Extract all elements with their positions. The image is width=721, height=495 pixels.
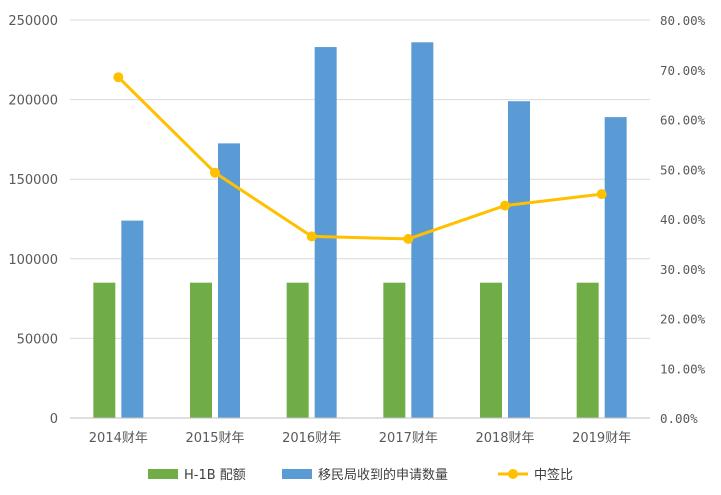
line-series — [113, 72, 607, 244]
right-tick-label: 60.00% — [660, 113, 706, 128]
right-tick-label: 70.00% — [660, 63, 706, 78]
right-tick-label: 10.00% — [660, 361, 706, 376]
right-y-axis: 0.00% 10.00% 20.00% 30.00% 40.00% 50.00% 60.00… — [660, 13, 706, 426]
bar-applications — [121, 220, 144, 418]
x-tick-label: 2019财年 — [572, 431, 631, 446]
left-y-axis: 0 50000 100000 150000 200000 250000 — [8, 14, 58, 427]
ratio-point — [306, 231, 317, 242]
x-tick-label: 2017财年 — [379, 431, 438, 446]
ratio-point — [210, 167, 220, 178]
right-tick-label: 40.00% — [660, 212, 706, 227]
bar-series — [93, 42, 627, 419]
left-tick-label: 50000 — [17, 332, 58, 347]
x-tick-label: 2018财年 — [475, 431, 534, 446]
bar-applications — [314, 47, 337, 419]
x-axis: 2014财年 2015财年 2016财年 2017财年 2018财年 2019财年 — [70, 417, 650, 446]
legend-swatch-marker — [508, 469, 518, 479]
left-tick-label: 250000 — [8, 14, 58, 29]
x-tick-label: 2016财年 — [282, 431, 341, 446]
left-tick-label: 0 — [50, 412, 58, 427]
legend-swatch — [282, 469, 312, 479]
gridlines — [70, 19, 650, 339]
ratio-point — [113, 72, 124, 83]
x-tick-label: 2015财年 — [185, 431, 244, 446]
ratio-point — [596, 189, 607, 200]
bar-applications — [508, 101, 530, 418]
ratio-line — [117, 76, 602, 241]
bar-quota — [383, 282, 406, 418]
right-tick-label: 80.00% — [660, 13, 706, 28]
left-tick-label: 200000 — [8, 94, 58, 109]
bar-quota — [93, 282, 116, 418]
left-tick-label: 150000 — [8, 173, 58, 188]
legend-swatch — [148, 469, 178, 479]
legend-label: H-1B 配额 — [184, 468, 246, 483]
legend: H-1B 配额 移民局收到的申请数量 中签比 — [148, 467, 573, 483]
bar-applications — [218, 143, 240, 418]
x-tick-label: 2014财年 — [89, 431, 148, 446]
legend-label: 中签比 — [534, 467, 573, 483]
bar-applications — [411, 42, 434, 419]
bar-quota — [190, 282, 212, 418]
ratio-point — [403, 233, 414, 244]
right-tick-label: 0.00% — [660, 411, 698, 426]
right-tick-label: 50.00% — [660, 162, 706, 177]
bar-applications — [604, 117, 627, 418]
legend-label: 移民局收到的申请数量 — [318, 467, 448, 483]
bar-quota — [576, 282, 599, 418]
left-tick-label: 100000 — [8, 253, 58, 268]
ratio-point — [500, 200, 510, 211]
right-tick-label: 30.00% — [660, 262, 706, 277]
bar-quota — [286, 282, 309, 418]
bar-quota — [480, 282, 502, 418]
right-tick-label: 20.00% — [660, 312, 706, 327]
